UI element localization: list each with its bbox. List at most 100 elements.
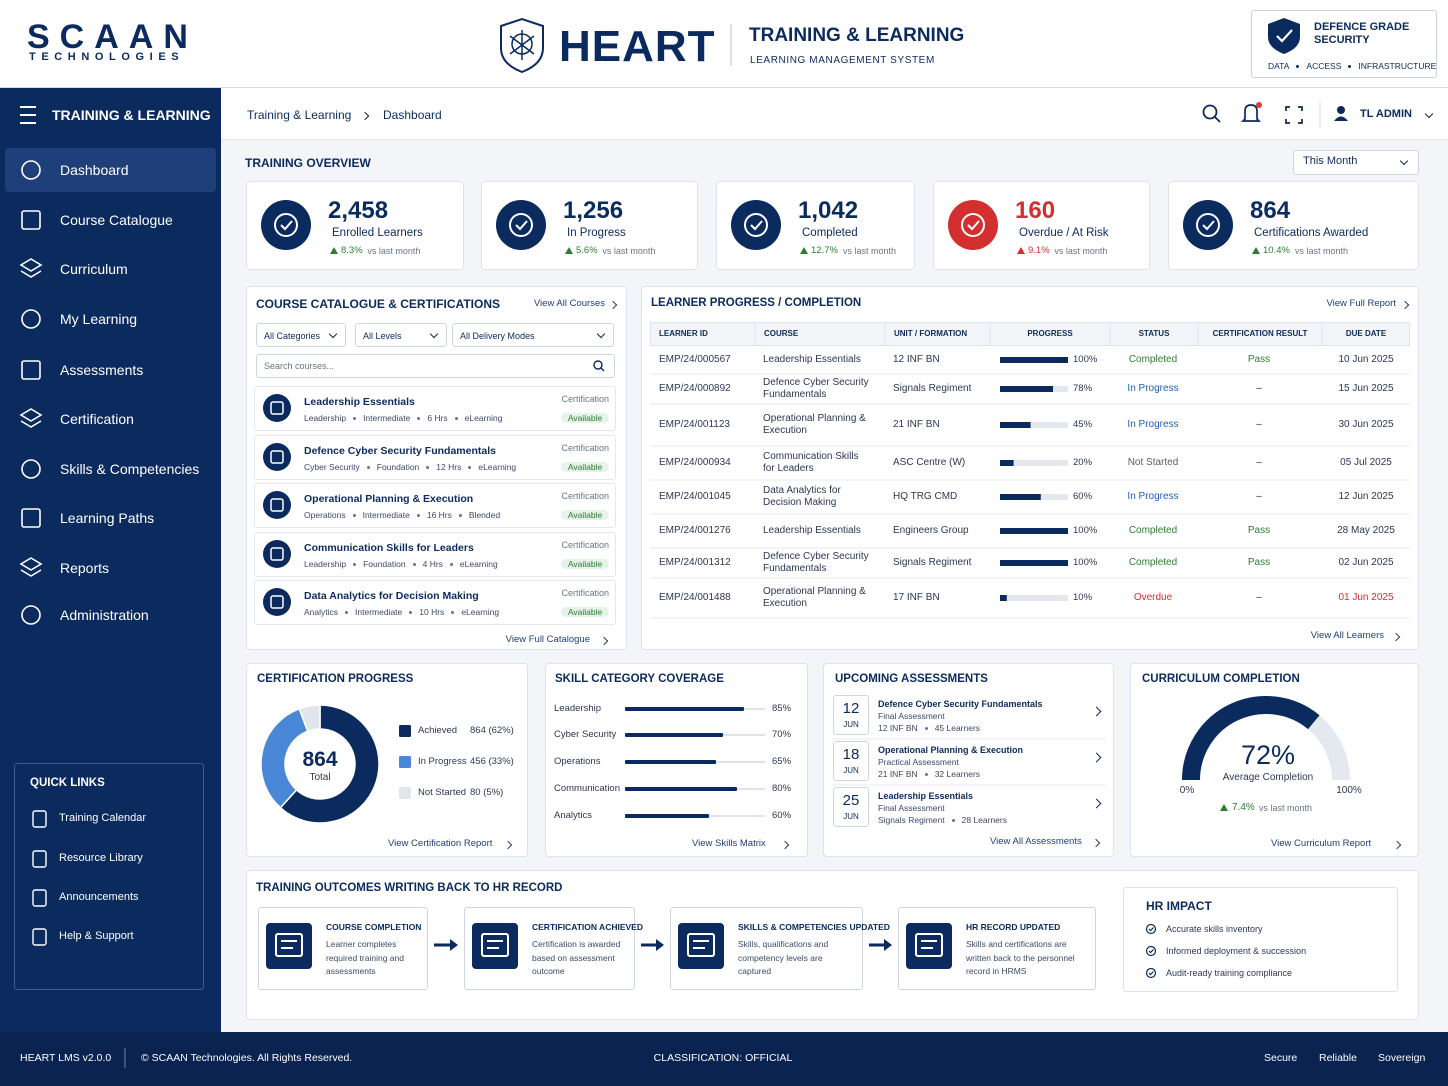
- gauge-bar: [1182, 696, 1320, 781]
- assessment-title[interactable]: Defence Cyber Security Fundamentals: [878, 698, 1043, 709]
- course-icon: [263, 588, 291, 616]
- course-row: [254, 435, 616, 480]
- panel-link[interactable]: View Certification Report: [388, 838, 493, 850]
- nav-icon: [21, 309, 41, 329]
- date-month: JUN: [843, 720, 859, 730]
- assessment-learners: 28 Learners: [961, 814, 1007, 825]
- kpi-value: 1,256: [563, 196, 624, 224]
- panel-link[interactable]: View Skills Matrix: [692, 838, 766, 850]
- course-name[interactable]: Operational Planning & Execution: [304, 492, 474, 505]
- separator-dot: [924, 773, 928, 777]
- status: In Progress: [1127, 491, 1179, 502]
- assessment-meta: 21 INF BN 32 Learners: [878, 769, 980, 779]
- course-name[interactable]: Data Analytics for Decision Making: [304, 589, 479, 602]
- course-meta: Cyber Security Foundation 12 Hrs eLearning: [304, 462, 516, 472]
- kpi-icon: [731, 200, 781, 250]
- assessment-unit: 21 INF BN: [878, 768, 918, 779]
- filter-select[interactable]: All Categories: [264, 330, 321, 341]
- panel-link[interactable]: View Full Catalogue: [505, 634, 590, 646]
- kpi-label: In Progress: [567, 227, 626, 240]
- panel-link[interactable]: View Curriculum Report: [1271, 838, 1372, 850]
- nav-item[interactable]: Course Catalogue: [60, 211, 173, 228]
- legend-value: 864 (62%): [470, 725, 514, 737]
- breadcrumb[interactable]: Training & Learning: [247, 107, 352, 122]
- nav-icon: [21, 508, 41, 528]
- certification-result: Pass: [1247, 354, 1271, 365]
- sidebar: [0, 88, 221, 1032]
- user-name[interactable]: TL ADMIN: [1360, 108, 1412, 121]
- table-header: [650, 322, 1410, 346]
- quick-link-icon: [32, 928, 47, 946]
- nav-item[interactable]: Reports: [60, 559, 110, 576]
- course-meta-item: Foundation: [363, 558, 406, 569]
- due-date: 10 Jun 2025: [1338, 354, 1394, 365]
- quick-link[interactable]: Resource Library: [59, 852, 143, 865]
- nav-item[interactable]: Skills & Competencies: [60, 460, 200, 477]
- panel-link[interactable]: View All Learners: [1310, 630, 1384, 642]
- quick-link[interactable]: Announcements: [59, 891, 139, 904]
- course-name[interactable]: Leadership Essentials: [304, 395, 415, 408]
- nav-item[interactable]: Certification: [60, 410, 134, 427]
- security-item: DATA: [1268, 60, 1290, 71]
- status: In Progress: [1127, 419, 1179, 430]
- filter-select[interactable]: All Delivery Modes: [460, 330, 535, 341]
- course-name[interactable]: Communication Skills for Leaders: [304, 541, 474, 554]
- panel-link[interactable]: View Full Report: [1326, 298, 1396, 310]
- nav-item[interactable]: Administration: [60, 606, 149, 623]
- quick-link[interactable]: Training Calendar: [59, 812, 147, 825]
- unit: 21 INF BN: [893, 419, 940, 430]
- course-status: Available: [560, 412, 610, 424]
- filter-select[interactable]: All Levels: [363, 330, 402, 341]
- period-select[interactable]: This Month: [1303, 155, 1358, 168]
- assessment-title[interactable]: Operational Planning & Execution: [878, 744, 1024, 755]
- course-name: Operational Planning & Execution: [763, 585, 873, 611]
- quick-links-title: QUICK LINKS: [30, 777, 105, 790]
- legend-swatch: [399, 756, 411, 768]
- nav-item[interactable]: Dashboard: [60, 161, 129, 178]
- nav-item[interactable]: Curriculum: [60, 260, 128, 277]
- course-name-text: Communication Skills for Leaders: [763, 451, 859, 474]
- brand-sub: TECHNOLOGIES: [29, 51, 185, 64]
- progress-track: [1000, 595, 1068, 601]
- skill-name: Leadership: [554, 703, 602, 715]
- kpi-change: 12.7%: [811, 245, 838, 257]
- hr-impact-title: HR IMPACT: [1146, 898, 1212, 913]
- course-name-text: Operational Planning & Execution: [763, 413, 866, 436]
- assessment-type: Practical Assessment: [878, 756, 959, 767]
- gauge-value: 72%: [1240, 739, 1296, 770]
- skill-name: Analytics: [554, 810, 593, 822]
- certification-result: Pass: [1247, 525, 1271, 536]
- separator-dot: [426, 466, 430, 470]
- date-day: 25: [842, 792, 860, 809]
- nav-item[interactable]: Learning Paths: [60, 509, 155, 526]
- date-box: [833, 695, 869, 735]
- skill-bar: [625, 733, 723, 737]
- nav-item[interactable]: Assessments: [60, 361, 144, 378]
- hr-impact-item: Accurate skills inventory: [1166, 923, 1263, 934]
- nav-icon: [19, 408, 43, 428]
- certification-result: Pass: [1247, 557, 1271, 568]
- curriculum-panel: [1130, 663, 1419, 857]
- product-subtitle: LEARNING MANAGEMENT SYSTEM: [750, 55, 935, 66]
- kpi-icon: [509, 213, 533, 237]
- gauge-min: 0%: [1179, 785, 1195, 796]
- course-meta: Analytics Intermediate 10 Hrs eLearning: [304, 607, 499, 617]
- nav-item[interactable]: My Learning: [60, 310, 138, 327]
- quick-link-icon: [32, 889, 47, 907]
- separator-dot: [458, 514, 462, 518]
- progress-track: [1000, 460, 1068, 466]
- topbar: [221, 88, 1448, 140]
- shield-icon: [1268, 18, 1300, 54]
- search-placeholder[interactable]: Search courses...: [264, 360, 335, 371]
- up-arrow: [330, 247, 338, 254]
- panel-link[interactable]: View All Courses: [533, 298, 605, 310]
- panel-link[interactable]: View All Assessments: [990, 836, 1082, 848]
- skill-bar: [625, 760, 716, 764]
- course-type: Certification: [561, 442, 609, 453]
- course-name[interactable]: Defence Cyber Security Fundamentals: [304, 444, 496, 457]
- course-icon: [270, 401, 284, 415]
- quick-link[interactable]: Help & Support: [59, 930, 134, 943]
- product-title: TRAINING & LEARNING: [749, 24, 965, 46]
- assessment-title[interactable]: Leadership Essentials: [878, 790, 974, 801]
- legend-name: Achieved: [418, 725, 458, 737]
